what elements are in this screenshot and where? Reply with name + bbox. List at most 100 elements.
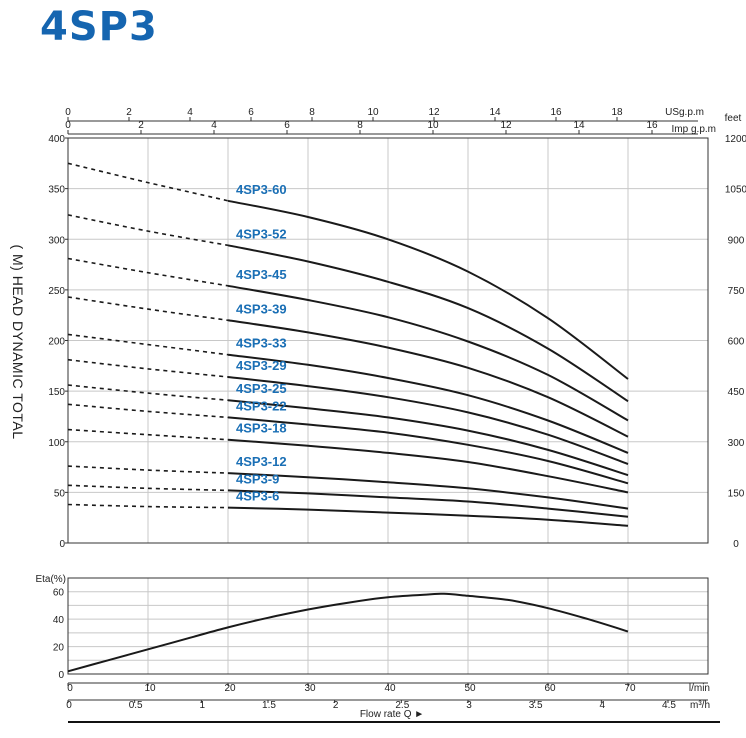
feet-tick-label: 900 <box>728 235 745 246</box>
lmin-tick-label: 50 <box>464 683 476 694</box>
m3h-tick-label: 2 <box>333 700 339 711</box>
impgpm-tick-label: 16 <box>646 120 658 131</box>
m3h-tick-label: 3.5 <box>529 700 543 711</box>
impgpm-tick-label: 12 <box>500 120 512 131</box>
curve-4SP3-39 <box>227 319 629 438</box>
curve-4SP3-60 <box>227 199 629 380</box>
curve-dashed-4SP3-6 <box>67 503 229 509</box>
usgpm-tick-label: 18 <box>611 107 623 118</box>
usgpm-tick-label: 16 <box>550 107 562 118</box>
series-label-4SP3-29: 4SP3-29 <box>236 358 287 373</box>
curve-4SP3-22 <box>227 416 629 485</box>
feet-tick-label: 150 <box>728 488 745 499</box>
curve-dashed-4SP3-33 <box>67 333 229 356</box>
page-title: 4SP3 <box>40 4 158 50</box>
usgpm-tick-label: 4 <box>187 107 193 118</box>
usgpm-tick-label: 0 <box>65 107 71 118</box>
eta-ytick-label: 20 <box>53 643 65 654</box>
m3h-tick-label: 0.5 <box>129 700 143 711</box>
m3h-tick-label: 3 <box>466 700 472 711</box>
series-label-4SP3-45: 4SP3-45 <box>236 267 287 282</box>
head-ytick-label: 50 <box>54 488 66 499</box>
feet-tick-label: 300 <box>728 438 745 449</box>
series-label-4SP3-9: 4SP3-9 <box>236 471 279 486</box>
feet-tick-label: 1050 <box>725 185 746 196</box>
head-ytick-label: 200 <box>48 337 65 348</box>
m3h-axis-label: m³/h <box>690 700 710 711</box>
feet-tick-label: 450 <box>728 387 745 398</box>
lmin-tick-label: 10 <box>144 683 156 694</box>
lmin-tick-label: 20 <box>224 683 236 694</box>
series-label-4SP3-33: 4SP3-33 <box>236 336 287 351</box>
usgpm-tick-label: 6 <box>248 107 254 118</box>
eta-axis-label: Eta(%) <box>35 574 66 585</box>
flow-rate-caption: Flow rate Q ► <box>360 709 424 720</box>
head-ytick-label: 400 <box>48 134 65 145</box>
eta-plot-frame <box>67 577 709 675</box>
impgpm-axis-label: Imp g.p.m <box>672 124 716 135</box>
head-ytick-label: 300 <box>48 235 65 246</box>
series-label-4SP3-22: 4SP3-22 <box>236 398 287 413</box>
eta-ytick-label: 0 <box>58 670 64 681</box>
series-label-4SP3-25: 4SP3-25 <box>236 381 287 396</box>
series-label-4SP3-60: 4SP3-60 <box>236 182 287 197</box>
m3h-tick-label: 2.5 <box>395 700 409 711</box>
curve-4SP3-18 <box>227 438 629 494</box>
curve-dashed-4SP3-39 <box>67 296 229 322</box>
series-label-4SP3-18: 4SP3-18 <box>236 421 287 436</box>
impgpm-tick-label: 4 <box>211 120 217 131</box>
curve-dashed-4SP3-25 <box>67 384 229 401</box>
curve-dashed-4SP3-60 <box>67 162 229 202</box>
curve-dashed-4SP3-9 <box>67 484 229 492</box>
usgpm-tick-label: 12 <box>428 107 440 118</box>
eta-ytick-label: 40 <box>53 615 65 626</box>
eta-ytick-label: 60 <box>53 588 65 599</box>
impgpm-tick-label: 6 <box>284 120 290 131</box>
feet-tick-label: 1200 <box>725 134 746 145</box>
curve-4SP3-12 <box>227 472 629 510</box>
lmin-axis-label: l/min <box>689 683 710 694</box>
impgpm-tick-label: 14 <box>573 120 585 131</box>
curve-4SP3-6 <box>227 506 629 527</box>
lmin-tick-label: 70 <box>624 683 636 694</box>
curve-4SP3-25 <box>227 399 629 477</box>
curve-4SP3-29 <box>227 376 629 465</box>
m3h-tick-label: 4 <box>600 700 606 711</box>
curve-dashed-4SP3-12 <box>67 465 229 474</box>
series-label-4SP3-12: 4SP3-12 <box>236 454 287 469</box>
impgpm-tick-label: 8 <box>357 120 363 131</box>
curve-efficiency <box>67 592 629 673</box>
series-label-4SP3-52: 4SP3-52 <box>236 226 287 241</box>
lmin-tick-label: 30 <box>304 683 316 694</box>
curve-dashed-4SP3-45 <box>67 257 229 287</box>
curve-dashed-4SP3-29 <box>67 358 229 378</box>
curve-4SP3-33 <box>227 353 629 454</box>
lmin-tick-label: 40 <box>384 683 396 694</box>
usgpm-tick-label: 14 <box>489 107 501 118</box>
curve-4SP3-52 <box>227 244 629 403</box>
usgpm-axis-label: USg.p.m <box>665 107 704 118</box>
lmin-tick-label: 60 <box>544 683 556 694</box>
m3h-tick-label: 1.5 <box>262 700 276 711</box>
curve-4SP3-9 <box>227 489 629 518</box>
head-ytick-label: 100 <box>48 438 65 449</box>
feet-tick-label: 0 <box>733 539 739 550</box>
series-label-4SP3-6: 4SP3-6 <box>236 489 279 504</box>
impgpm-tick-label: 0 <box>65 120 71 131</box>
head-ytick-label: 0 <box>59 539 65 550</box>
usgpm-tick-label: 10 <box>367 107 379 118</box>
impgpm-tick-label: 2 <box>138 120 144 131</box>
m3h-tick-label: 4.5 <box>662 700 676 711</box>
feet-axis-label: feet <box>725 113 742 124</box>
head-ytick-label: 150 <box>48 387 65 398</box>
head-ytick-label: 350 <box>48 185 65 196</box>
head-ytick-label: 250 <box>48 286 65 297</box>
m3h-tick-label: 1 <box>200 700 206 711</box>
usgpm-tick-label: 8 <box>309 107 315 118</box>
curve-dashed-4SP3-18 <box>67 428 229 441</box>
feet-tick-label: 750 <box>728 286 745 297</box>
m3h-tick-label: 0 <box>66 700 72 711</box>
series-label-4SP3-39: 4SP3-39 <box>236 301 287 316</box>
impgpm-tick-label: 10 <box>427 120 439 131</box>
